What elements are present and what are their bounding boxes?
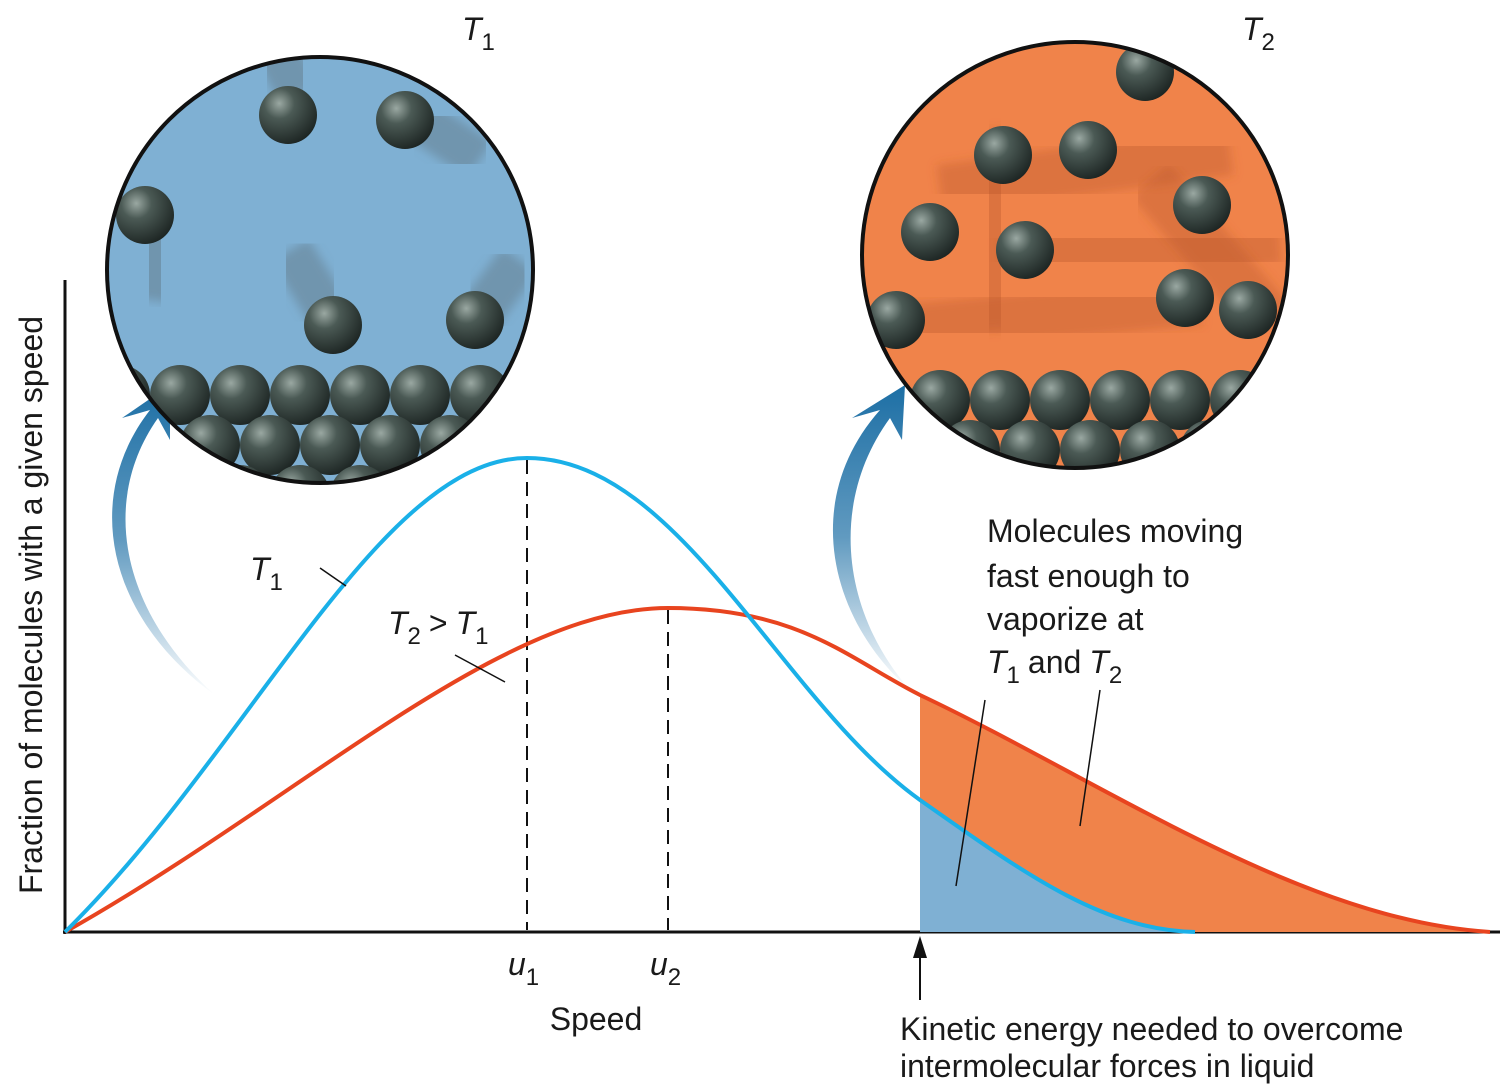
molecule	[1156, 269, 1214, 327]
molecule	[116, 186, 174, 244]
molecule	[304, 296, 362, 354]
liquid-molecule	[420, 415, 480, 475]
liquid-molecule	[1180, 420, 1240, 480]
molecule	[996, 221, 1054, 279]
t1-curve-label: T1	[250, 551, 283, 596]
molecule	[901, 203, 959, 261]
liquid-molecule	[1030, 370, 1090, 430]
y-axis-label: Fraction of molecules with a given speed	[13, 316, 49, 894]
molecule	[1219, 281, 1277, 339]
liquid-molecule	[1000, 420, 1060, 480]
liquid-molecule	[240, 415, 300, 475]
liquid-molecule	[270, 465, 330, 525]
liquid-molecule	[510, 465, 570, 525]
liquid-molecule	[510, 365, 570, 425]
t2-circle-label: T2	[1242, 11, 1275, 56]
liquid-molecule	[450, 365, 510, 425]
vaporize-line-2: fast enough to	[987, 558, 1190, 594]
molecule	[376, 91, 434, 149]
liquid-molecule	[270, 365, 330, 425]
vaporize-line-3: vaporize at	[987, 601, 1144, 637]
t1-leader	[320, 568, 346, 586]
liquid-molecule	[1240, 420, 1300, 480]
threshold-line-2: intermolecular forces in liquid	[900, 1048, 1314, 1084]
liquid-molecule	[390, 465, 450, 525]
liquid-molecule	[450, 465, 510, 525]
vaporize-line-1: Molecules moving	[987, 513, 1243, 549]
u1-label: u1	[508, 946, 539, 991]
molecule	[1116, 43, 1174, 101]
liquid-molecule	[1090, 370, 1150, 430]
diagram: T1 T2 T1 T2>T1 Fraction of molecules wit…	[0, 0, 1501, 1087]
liquid-molecule	[1210, 370, 1270, 430]
liquid-molecule	[1060, 420, 1120, 480]
molecule	[446, 291, 504, 349]
liquid-molecule	[210, 365, 270, 425]
liquid-molecule	[90, 365, 150, 425]
threshold-arrowhead	[913, 936, 927, 958]
liquid-molecule	[390, 365, 450, 425]
t1-circle-label: T1	[462, 11, 495, 56]
liquid-molecule	[910, 470, 970, 530]
t1-circle	[90, 40, 570, 525]
molecule	[867, 291, 925, 349]
liquid-molecule	[150, 465, 210, 525]
u2-label: u2	[650, 946, 681, 991]
molecule	[1173, 176, 1231, 234]
liquid-molecule	[360, 415, 420, 475]
motion-trail	[900, 300, 1200, 330]
t2-curve-label: T2>T1	[388, 605, 489, 650]
liquid-molecule	[1120, 420, 1180, 480]
x-axis-label: Speed	[550, 1001, 643, 1037]
liquid-molecule	[180, 415, 240, 475]
molecule	[974, 126, 1032, 184]
liquid-molecule	[970, 370, 1030, 430]
liquid-molecule	[300, 415, 360, 475]
molecule	[1059, 121, 1117, 179]
liquid-molecule	[1150, 370, 1210, 430]
arrow-right	[833, 385, 910, 690]
molecule	[259, 86, 317, 144]
threshold-line-1: Kinetic energy needed to overcome	[900, 1011, 1403, 1047]
liquid-molecule	[880, 420, 940, 480]
liquid-molecule	[330, 365, 390, 425]
